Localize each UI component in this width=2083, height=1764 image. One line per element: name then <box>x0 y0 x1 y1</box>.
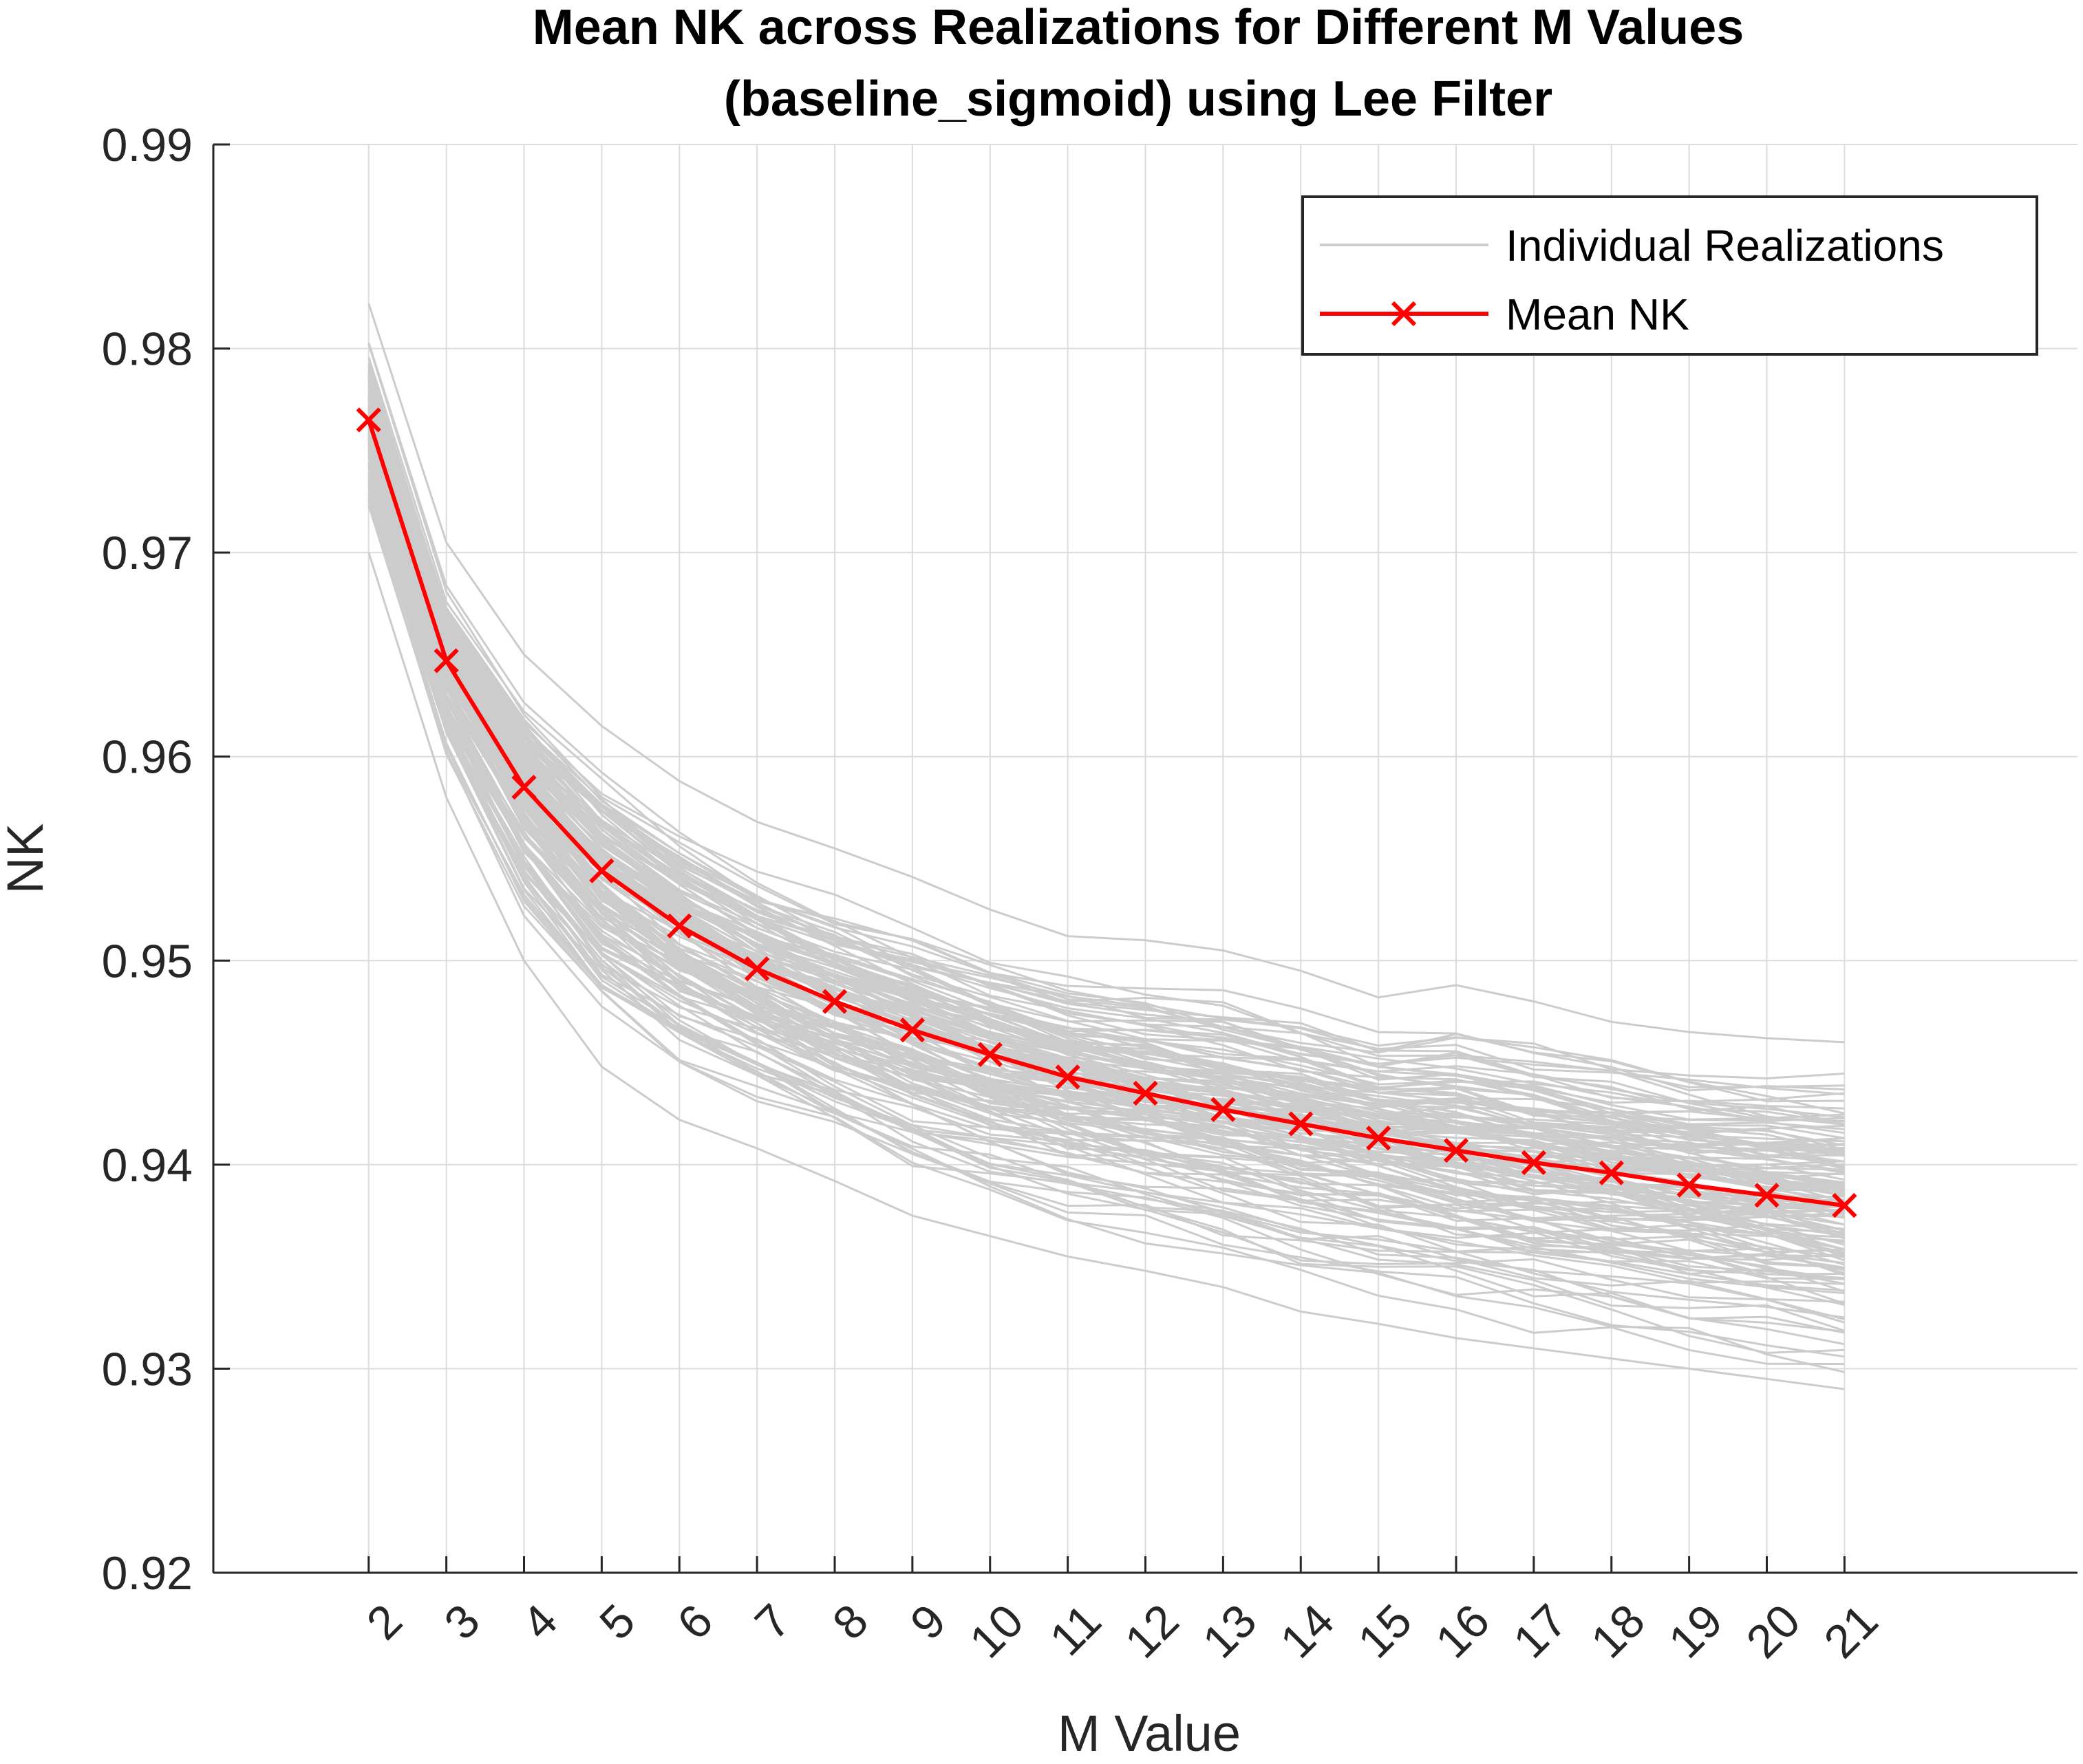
y-tick-label-7: 0.99 <box>102 119 193 171</box>
realization-line <box>367 497 1845 1332</box>
realization-line <box>367 466 1845 1321</box>
chart-title-line-2: (baseline_sigmoid) using Lee Filter <box>724 72 1552 127</box>
mean-nk-marker-16 <box>1443 1137 1469 1163</box>
mean-nk-marker-13 <box>1210 1097 1236 1122</box>
realization-line <box>367 421 1845 1251</box>
realization-line <box>367 445 1845 1222</box>
mean-nk-marker-15 <box>1366 1126 1391 1151</box>
legend-marker-mean-nk <box>1391 301 1417 327</box>
legend-box <box>1301 195 2038 356</box>
realization-line <box>367 408 1845 1170</box>
realization-line <box>367 420 1845 1154</box>
mean-nk-marker-11 <box>1055 1064 1080 1090</box>
realization-line <box>367 395 1845 1122</box>
realization-line <box>367 449 1845 1237</box>
realization-line <box>367 342 1845 1119</box>
realization-lower-extreme <box>367 552 1845 1390</box>
realization-line <box>367 385 1845 1134</box>
mean-nk-marker-20 <box>1754 1183 1780 1208</box>
realization-line <box>367 383 1845 1125</box>
legend-label-mean-nk: Mean NK <box>1506 290 1689 339</box>
legend-label-individual-realizations: Individual Realizations <box>1506 221 1944 270</box>
mean-nk-marker-21 <box>1832 1193 1857 1218</box>
mean-nk-marker-10 <box>977 1042 1003 1067</box>
realization-line <box>367 400 1845 1207</box>
realization-line <box>367 505 1845 1366</box>
realization-line <box>367 468 1845 1246</box>
y-tick-label-5: 0.97 <box>102 527 193 579</box>
y-tick-label-2: 0.94 <box>102 1139 193 1192</box>
mean-nk-marker-4 <box>511 775 537 800</box>
mean-nk-marker-18 <box>1599 1160 1624 1185</box>
realization-upper-extreme <box>367 303 1845 1044</box>
y-tick-label-3: 0.95 <box>102 935 193 987</box>
realization-line <box>367 389 1845 1157</box>
realization-line <box>367 370 1845 1148</box>
mean-nk-marker-17 <box>1521 1150 1546 1176</box>
realization-line <box>367 418 1845 1139</box>
mean-nk-marker-6 <box>667 913 692 938</box>
realization-line <box>367 386 1845 1154</box>
chart-title-line-1: Mean NK across Realizations for Differen… <box>533 0 1744 55</box>
realization-line <box>367 404 1845 1203</box>
realization-line <box>367 445 1845 1271</box>
mean-nk-marker-9 <box>899 1017 925 1043</box>
mean-nk-marker-2 <box>356 407 381 433</box>
mean-nk-marker-3 <box>434 648 459 674</box>
realization-line <box>367 420 1845 1251</box>
mean-nk-marker-7 <box>745 956 770 982</box>
realization-line <box>367 383 1845 1148</box>
y-tick-labels: 0.92 0.93 0.94 0.95 0.96 0.97 0.98 0.99 <box>102 119 230 1600</box>
legend: Individual Realizations Mean NK <box>1301 195 2038 356</box>
realization-line <box>367 457 1845 1236</box>
realization-line <box>367 483 1845 1334</box>
mean-nk-marker-5 <box>589 858 615 883</box>
y-tick-label-1: 0.93 <box>102 1343 193 1395</box>
y-tick-label-6: 0.98 <box>102 323 193 376</box>
mean-nk-line <box>366 419 1845 1208</box>
individual-realizations <box>367 303 1845 1390</box>
realization-line <box>367 491 1845 1358</box>
mean-nk-marker-12 <box>1133 1080 1158 1106</box>
realization-line <box>367 463 1845 1254</box>
realization-line <box>367 437 1845 1254</box>
realization-line <box>367 455 1845 1275</box>
mean-nk-marker-8 <box>822 989 848 1014</box>
y-axis-label: NK <box>0 824 54 894</box>
realization-line <box>367 483 1845 1346</box>
realization-line <box>367 368 1845 1088</box>
realization-line <box>367 496 1845 1333</box>
y-tick-label-0: 0.92 <box>102 1547 193 1600</box>
y-tick-label-4: 0.96 <box>102 731 193 784</box>
mean-nk-marker-19 <box>1676 1172 1702 1198</box>
realization-line <box>367 425 1845 1230</box>
mean-nk-marker-14 <box>1288 1111 1314 1137</box>
realization-line <box>367 482 1845 1285</box>
realization-line <box>367 480 1845 1305</box>
mean-nk-series <box>356 407 1857 1218</box>
realization-line <box>367 473 1845 1295</box>
x-axis-label: M Value <box>1058 1705 1241 1762</box>
